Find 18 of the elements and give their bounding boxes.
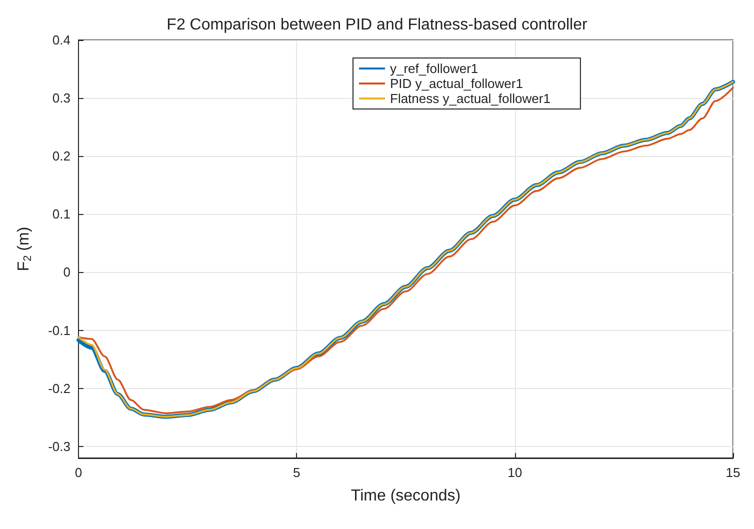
x-tick-label: 15 bbox=[726, 465, 740, 480]
y-tick-label: -0.2 bbox=[48, 380, 70, 396]
x-tick-label: 10 bbox=[508, 465, 522, 480]
x-axis-title: Time (seconds) bbox=[350, 488, 461, 504]
y-tick-label: 0 bbox=[63, 264, 70, 280]
y-axis-title: F2 (m) bbox=[16, 226, 34, 272]
legend-label: y_ref_follower1 bbox=[390, 61, 478, 76]
x-tick-label: 5 bbox=[293, 465, 300, 480]
y-tick-label: 0.4 bbox=[52, 32, 70, 48]
x-tick-label: 0 bbox=[74, 465, 82, 480]
y-tick-label: 0.1 bbox=[52, 206, 70, 222]
legend-label: PID y_actual_follower1 bbox=[390, 76, 523, 91]
y-tick-label: -0.1 bbox=[48, 322, 70, 338]
chart-title: F2 Comparison between PID and Flatness-based controller bbox=[166, 16, 588, 34]
y-tick-label: 0.3 bbox=[52, 90, 70, 106]
legend-label: Flatness y_actual_follower1 bbox=[390, 91, 550, 106]
y-tick-label: -0.3 bbox=[48, 438, 70, 454]
y-tick-label: 0.2 bbox=[52, 148, 70, 164]
